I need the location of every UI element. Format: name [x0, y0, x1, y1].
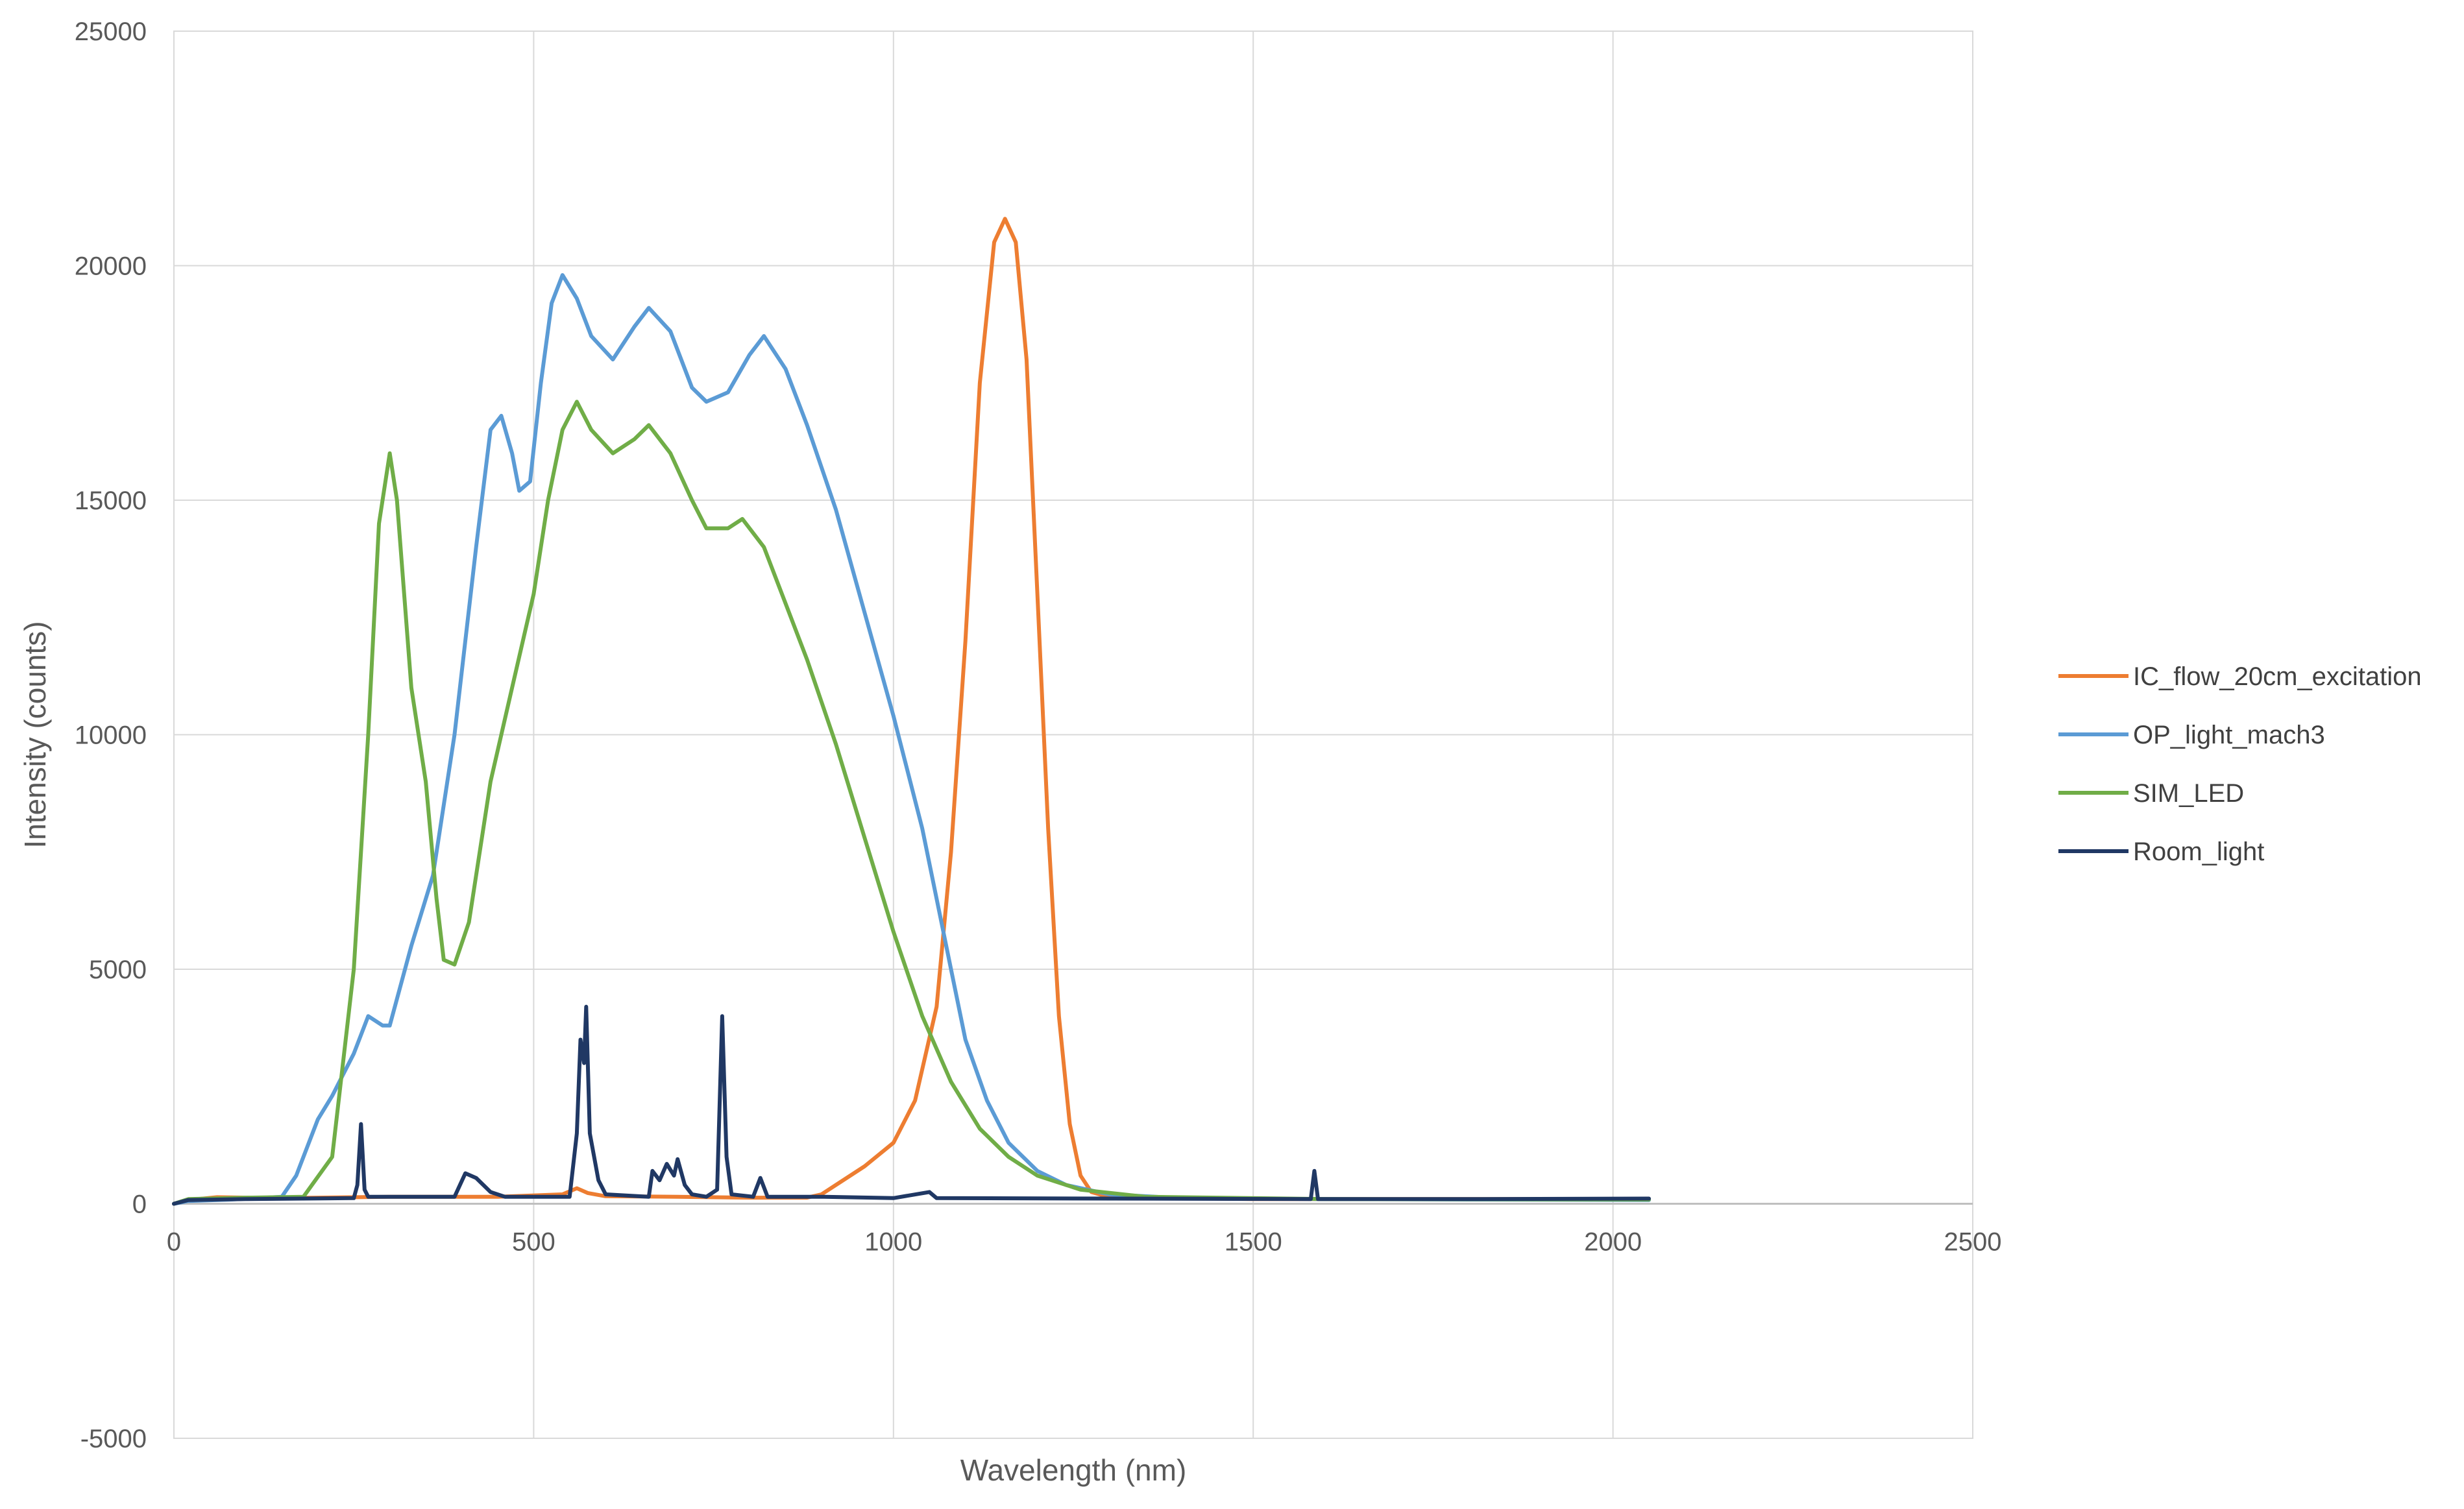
y-tick-label: 25000 [75, 18, 147, 46]
x-tick-label: 1500 [1225, 1228, 1282, 1257]
series-line-1 [172, 217, 1651, 1206]
series-line-4 [172, 1004, 1651, 1206]
y-tick-label: 20000 [75, 252, 147, 281]
legend-label: OP_light_mach3 [2133, 721, 2325, 749]
legend-label: IC_flow_20cm_excitation [2133, 662, 2422, 691]
gridlines [173, 30, 1973, 1439]
legend-label: SIM_LED [2133, 779, 2244, 808]
x-tick-label: 0 [167, 1228, 181, 1257]
y-tick-label: 10000 [75, 721, 147, 750]
series-lines [172, 217, 1651, 1206]
series-line-2 [172, 273, 1651, 1206]
y-tick-label: 5000 [89, 956, 147, 984]
y-axis-title: Intensity (counts) [18, 621, 52, 848]
y-tick-label: 15000 [75, 487, 147, 515]
x-tick-label: 2500 [1944, 1228, 2002, 1257]
x-tick-label: 1000 [864, 1228, 922, 1257]
y-tick-label: 0 [132, 1190, 147, 1219]
y-tick-label: -5000 [80, 1425, 147, 1453]
axes: -5000 0 5000 10000 15000 20000 25000 0 500 1000 15… [75, 18, 2002, 1453]
x-tick-label: 2000 [1584, 1228, 1642, 1257]
legend-label: Room_light [2133, 838, 2264, 866]
legend: IC_flow_20cm_excitation OP_light_mach3 SIM… [2058, 662, 2422, 866]
x-tick-label: 500 [512, 1228, 555, 1257]
x-axis-title: Wavelength (nm) [960, 1453, 1187, 1487]
series-line-3 [172, 400, 1651, 1206]
